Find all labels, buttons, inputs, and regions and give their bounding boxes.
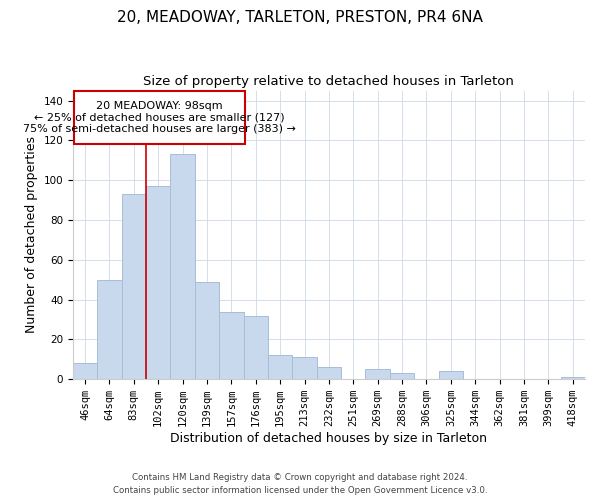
Bar xyxy=(195,282,219,379)
Bar xyxy=(439,372,463,379)
Bar xyxy=(74,90,245,144)
Text: 20, MEADOWAY, TARLETON, PRESTON, PR4 6NA: 20, MEADOWAY, TARLETON, PRESTON, PR4 6NA xyxy=(117,10,483,25)
Bar xyxy=(122,194,146,379)
Bar xyxy=(268,356,292,379)
Bar xyxy=(317,368,341,379)
Bar xyxy=(219,312,244,379)
Bar xyxy=(73,364,97,379)
Bar xyxy=(244,316,268,379)
Text: 20 MEADOWAY: 98sqm
← 25% of detached houses are smaller (127)
75% of semi-detach: 20 MEADOWAY: 98sqm ← 25% of detached hou… xyxy=(23,101,296,134)
Bar xyxy=(146,186,170,379)
Y-axis label: Number of detached properties: Number of detached properties xyxy=(25,136,38,334)
Text: Contains HM Land Registry data © Crown copyright and database right 2024.
Contai: Contains HM Land Registry data © Crown c… xyxy=(113,474,487,495)
Bar xyxy=(365,370,390,379)
X-axis label: Distribution of detached houses by size in Tarleton: Distribution of detached houses by size … xyxy=(170,432,487,445)
Title: Size of property relative to detached houses in Tarleton: Size of property relative to detached ho… xyxy=(143,75,514,88)
Bar xyxy=(170,154,195,379)
Bar xyxy=(390,373,414,379)
Bar xyxy=(560,377,585,379)
Bar xyxy=(97,280,122,379)
Bar xyxy=(292,358,317,379)
